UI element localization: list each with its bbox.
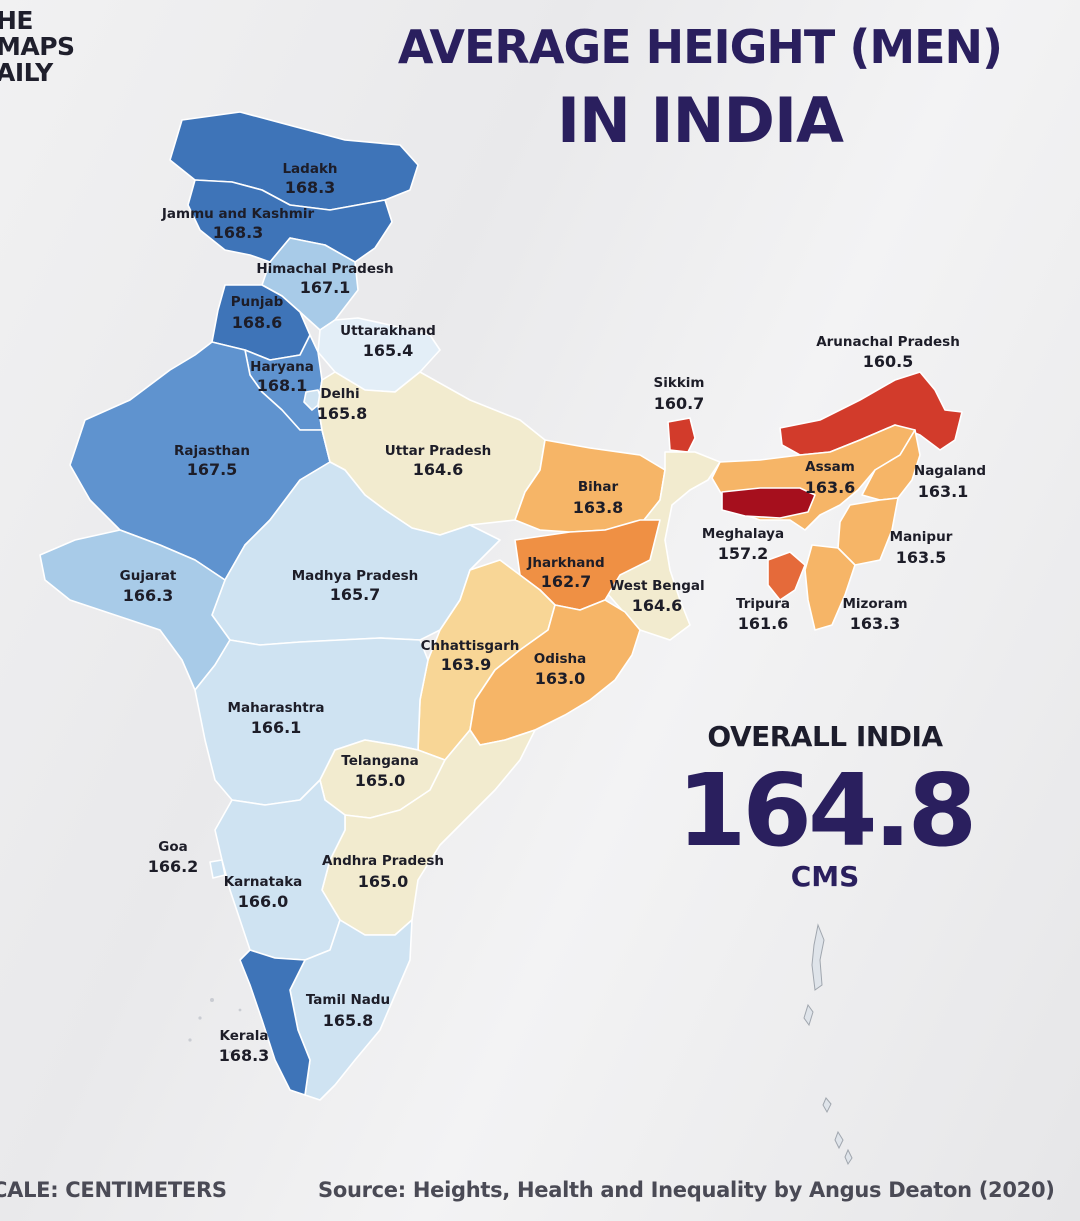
label-punjab-name: Punjab [231, 294, 284, 310]
label-jk-name: Jammu and Kashmir [161, 206, 315, 222]
brand-logo: HE MAPS AILY [0, 8, 75, 86]
label-ladakh-name: Ladakh [282, 161, 337, 177]
label-rajasthan-name: Rajasthan [174, 443, 250, 459]
label-mizoram-name: Mizoram [842, 596, 907, 612]
label-jk-value: 168.3 [213, 223, 264, 242]
brand-line-3: AILY [0, 58, 53, 87]
label-goa-value: 166.2 [148, 857, 199, 876]
label-himachal-name: Himachal Pradesh [256, 261, 393, 277]
label-jharkhand-name: Jharkhand [526, 555, 604, 571]
label-haryana-value: 168.1 [257, 376, 308, 395]
label-sikkim-value: 160.7 [654, 394, 705, 413]
label-bihar-value: 163.8 [573, 498, 624, 517]
label-west-bengal-name: West Bengal [609, 578, 704, 594]
overall-unit: CMS [790, 860, 860, 893]
andaman-nicobar-islands [803, 923, 853, 1166]
region-gujarat [39, 529, 231, 691]
region-karnataka [214, 779, 346, 961]
source-note: Source: Heights, Health and Inequality b… [318, 1178, 1055, 1202]
label-sikkim-name: Sikkim [653, 375, 704, 391]
label-tamil-nadu-name: Tamil Nadu [306, 992, 390, 1008]
label-himachal-value: 167.1 [300, 278, 351, 297]
region-manipur [837, 497, 899, 566]
label-delhi-name: Delhi [320, 386, 359, 402]
label-nagaland-value: 163.1 [918, 482, 969, 501]
region-nagaland [861, 429, 921, 501]
overall-value: 164.8 [676, 752, 977, 869]
label-jharkhand-value: 162.7 [541, 572, 592, 591]
label-karnataka-value: 166.0 [238, 892, 289, 911]
label-ap-name: Andhra Pradesh [322, 853, 444, 869]
title-line-1: AVERAGE HEIGHT (MEN) [397, 20, 1003, 74]
region-uttarakhand [317, 317, 441, 393]
label-ladakh-value: 168.3 [285, 178, 336, 197]
label-meghalaya-value: 157.2 [718, 544, 769, 563]
label-gujarat-name: Gujarat [120, 568, 177, 584]
label-chhattisgarh-name: Chhattisgarh [421, 638, 520, 654]
label-arunachal-name: Arunachal Pradesh [816, 334, 960, 350]
region-goa [209, 859, 226, 879]
label-manipur-name: Manipur [890, 529, 953, 545]
label-maharashtra-name: Maharashtra [228, 700, 325, 716]
label-maharashtra-value: 166.1 [251, 718, 302, 737]
label-assam-name: Assam [805, 459, 855, 475]
region-kerala [239, 949, 311, 1096]
label-uttarakhand-value: 165.4 [363, 341, 414, 360]
label-mp-value: 165.7 [330, 585, 381, 604]
region-tripura [767, 551, 806, 601]
label-west-bengal-value: 164.6 [632, 596, 683, 615]
label-karnataka-name: Karnataka [224, 874, 303, 890]
overall-label: OVERALL INDIA [707, 720, 943, 753]
label-odisha-name: Odisha [534, 651, 587, 667]
label-punjab-value: 168.6 [232, 313, 283, 332]
label-telangana-value: 165.0 [355, 771, 406, 790]
brand-line-2: MAPS [0, 32, 75, 61]
label-arunachal-value: 160.5 [863, 352, 914, 371]
label-chhattisgarh-value: 163.9 [441, 655, 492, 674]
region-odisha [469, 599, 641, 746]
label-kerala-value: 168.3 [219, 1046, 270, 1065]
label-rajasthan-value: 167.5 [187, 460, 238, 479]
label-tripura-name: Tripura [736, 596, 790, 612]
label-up-value: 164.6 [413, 460, 464, 479]
region-meghalaya [721, 487, 816, 519]
label-manipur-value: 163.5 [896, 548, 947, 567]
label-haryana-name: Haryana [250, 359, 314, 375]
lakshadweep-islands [188, 998, 242, 1054]
label-gujarat-value: 166.3 [123, 586, 174, 605]
label-ap-value: 165.0 [358, 872, 409, 891]
region-mizoram [804, 544, 856, 631]
label-mizoram-value: 163.3 [850, 614, 901, 633]
label-tamil-nadu-value: 165.8 [323, 1011, 374, 1030]
label-up-name: Uttar Pradesh [385, 443, 491, 459]
label-meghalaya-name: Meghalaya [702, 526, 784, 542]
label-assam-value: 163.6 [805, 478, 856, 497]
title-line-2: IN INDIA [556, 84, 844, 157]
label-kerala-name: Kerala [220, 1028, 269, 1044]
label-tripura-value: 161.6 [738, 614, 789, 633]
brand-line-1: HE [0, 6, 34, 35]
label-bihar-name: Bihar [578, 479, 619, 495]
label-uttarakhand-name: Uttarakhand [340, 323, 436, 339]
label-delhi-value: 165.8 [317, 404, 368, 423]
label-goa-name: Goa [158, 839, 187, 855]
label-odisha-value: 163.0 [535, 669, 586, 688]
region-sikkim [667, 417, 696, 453]
label-telangana-name: Telangana [341, 753, 418, 769]
label-nagaland-name: Nagaland [914, 463, 986, 479]
label-mp-name: Madhya Pradesh [292, 568, 419, 584]
scale-note: CALE: CENTIMETERS [0, 1178, 227, 1202]
